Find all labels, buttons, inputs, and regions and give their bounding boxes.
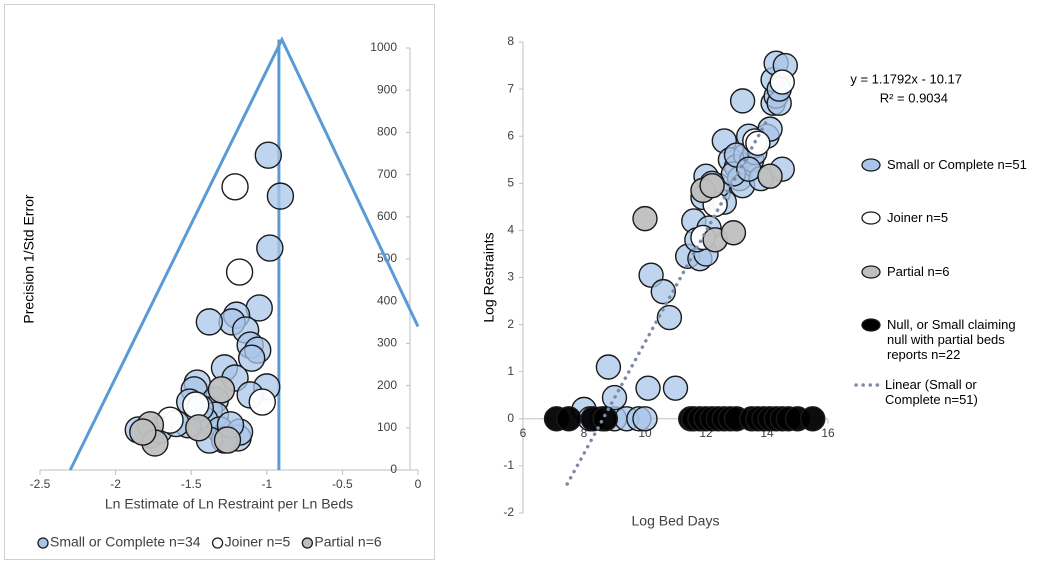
legend-label: Small or Complete n=51 (887, 157, 1027, 172)
y-tick-label: 7 (507, 81, 514, 95)
left-panel-border (4, 4, 435, 560)
data-point (699, 172, 725, 199)
data-point (195, 308, 224, 336)
y-tick-label: 1 (507, 364, 514, 378)
x-tick-label: -1.5 (181, 477, 202, 491)
legend-label: Null, or Small claiming null with partia… (887, 317, 1016, 362)
y-tick-label: 400 (377, 293, 397, 307)
y-tick-label: 3 (507, 270, 514, 284)
x-tick-label: -2 (110, 477, 121, 491)
y-tick-label: 100 (377, 420, 397, 434)
y-tick-label: 800 (377, 125, 397, 139)
data-point (254, 141, 283, 169)
legend-label: Small or Complete n=34 (50, 534, 201, 550)
x-tick-label: 0 (415, 477, 422, 491)
y-tick-label: 5 (507, 175, 514, 189)
x-axis-title: Ln Estimate of Ln Restraint per Ln Beds (105, 496, 353, 512)
data-point (185, 414, 213, 442)
x-tick-label: 6 (520, 426, 527, 440)
data-point (720, 220, 747, 246)
data-point (182, 391, 210, 419)
x-tick-label: -2.5 (30, 477, 51, 491)
data-point (248, 388, 276, 416)
y-tick-label: 200 (377, 378, 397, 392)
y-tick-label: 2 (507, 317, 514, 331)
x-tick-label: 8 (581, 426, 588, 440)
funnel-line (68, 36, 420, 471)
data-point (632, 205, 658, 232)
data-point (729, 88, 756, 114)
data-point (595, 354, 622, 380)
y-tick-label: 6 (507, 128, 514, 142)
y-tick-label: -1 (503, 458, 514, 472)
trend-line (565, 115, 771, 486)
legend-label: Joiner n=5 (225, 534, 291, 550)
data-point (225, 258, 254, 286)
annotation: y = 1.1792x - 10.17 (850, 71, 962, 86)
data-point (129, 418, 157, 446)
x-axis-title: Log Bed Days (632, 513, 720, 529)
data-point (556, 406, 582, 432)
legend-label: Linear (Small or Complete n=51) (885, 377, 978, 407)
data-point (221, 173, 249, 201)
data-point (662, 375, 689, 401)
legend-marker (37, 537, 49, 549)
y-tick-label: 4 (507, 223, 514, 237)
legend-marker (861, 318, 881, 332)
data-point (656, 304, 683, 331)
y-tick-label: 700 (377, 167, 397, 181)
legend-marker (301, 537, 314, 549)
data-point (266, 182, 295, 210)
legend-label: Joiner n=5 (887, 210, 949, 225)
y-tick-label: 0 (507, 411, 514, 425)
x-tick-label: 16 (821, 426, 835, 440)
legend-marker (861, 158, 881, 172)
data-point (213, 426, 242, 454)
data-point (207, 376, 236, 404)
y-tick-label: -2 (503, 505, 514, 519)
legend-marker (861, 211, 881, 225)
y-tick-label: 300 (377, 336, 397, 350)
x-tick-label: -1 (261, 477, 272, 491)
data-point (635, 375, 661, 401)
data-point (632, 406, 658, 432)
legend-label: Partial n=6 (314, 534, 382, 550)
data-point (237, 344, 266, 372)
data-point (769, 69, 795, 95)
legend-marker (211, 537, 224, 549)
y-tick-label: 900 (377, 82, 397, 96)
annotation: R² = 0.9034 (880, 90, 948, 105)
data-point (800, 406, 826, 432)
y-tick-label: 1000 (370, 40, 397, 54)
y-tick-label: 8 (507, 34, 514, 48)
y-tick-label: 0 (390, 462, 397, 476)
x-tick-label: -0.5 (332, 477, 353, 491)
legend-label: Partial n=6 (887, 264, 950, 279)
y-axis-title: Log Restraints (481, 232, 497, 322)
data-point (592, 406, 619, 432)
data-point (736, 156, 762, 182)
data-point (256, 234, 284, 262)
legend-marker (861, 265, 881, 279)
data-point (757, 163, 783, 189)
y-tick-label: 600 (377, 209, 397, 223)
y-axis-title: Precision 1/Std Error (21, 194, 37, 323)
